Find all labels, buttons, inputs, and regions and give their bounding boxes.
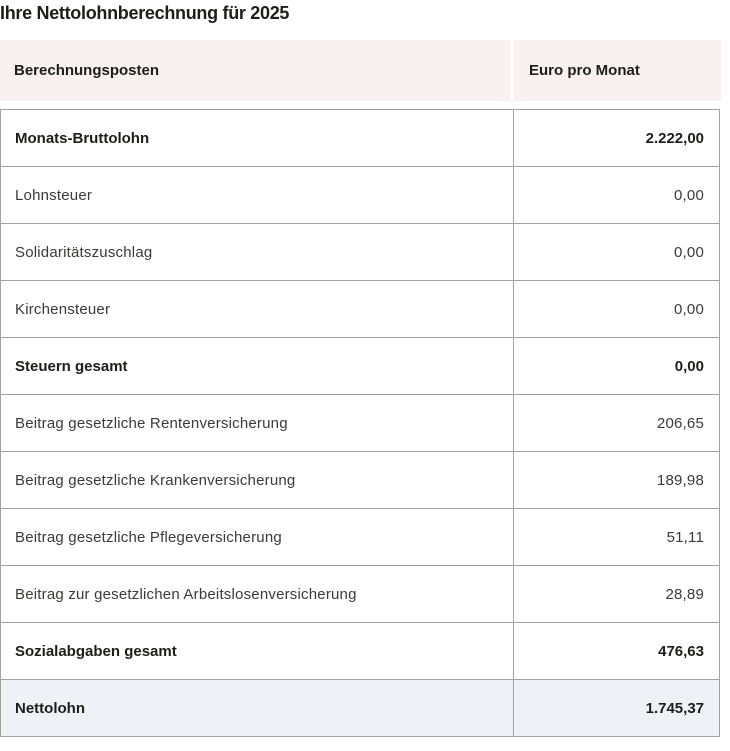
table-row: Beitrag zur gesetzlichen Arbeitslosenver… xyxy=(0,565,720,623)
row-value: 189,98 xyxy=(513,451,720,509)
row-label: Nettolohn xyxy=(0,679,514,737)
row-label: Beitrag gesetzliche Pflegeversicherung xyxy=(0,508,514,566)
table-row: Beitrag gesetzliche Krankenversicherung … xyxy=(0,451,720,509)
row-value: 206,65 xyxy=(513,394,720,452)
table-row: Beitrag gesetzliche Pflegeversicherung 5… xyxy=(0,508,720,566)
row-label: Sozialabgaben gesamt xyxy=(0,622,514,680)
table-row: Nettolohn 1.745,37 xyxy=(0,679,720,737)
row-label: Kirchensteuer xyxy=(0,280,514,338)
row-value: 0,00 xyxy=(513,223,720,281)
column-header-euro-pro-monat: Euro pro Monat xyxy=(514,40,721,101)
row-label: Solidaritätszuschlag xyxy=(0,223,514,281)
table-row: Lohnsteuer 0,00 xyxy=(0,166,720,224)
row-value: 51,11 xyxy=(513,508,720,566)
row-value: 2.222,00 xyxy=(513,109,720,167)
table-row: Monats-Bruttolohn 2.222,00 xyxy=(0,109,720,167)
row-label: Beitrag gesetzliche Krankenversicherung xyxy=(0,451,514,509)
row-label: Beitrag gesetzliche Rentenversicherung xyxy=(0,394,514,452)
row-label: Beitrag zur gesetzlichen Arbeitslosenver… xyxy=(0,565,514,623)
table-row: Solidaritätszuschlag 0,00 xyxy=(0,223,720,281)
calculation-table: Monats-Bruttolohn 2.222,00 Lohnsteuer 0,… xyxy=(0,109,720,737)
table-row: Kirchensteuer 0,00 xyxy=(0,280,720,338)
row-value: 1.745,37 xyxy=(513,679,720,737)
row-value: 0,00 xyxy=(513,166,720,224)
table-header-row: Berechnungsposten Euro pro Monat xyxy=(0,40,721,101)
page-title: Ihre Nettolohnberechnung für 2025 xyxy=(0,3,290,23)
row-value: 476,63 xyxy=(513,622,720,680)
row-label: Steuern gesamt xyxy=(0,337,514,395)
table-row: Sozialabgaben gesamt 476,63 xyxy=(0,622,720,680)
table-row: Beitrag gesetzliche Rentenversicherung 2… xyxy=(0,394,720,452)
row-value: 28,89 xyxy=(513,565,720,623)
table-row: Steuern gesamt 0,00 xyxy=(0,337,720,395)
row-value: 0,00 xyxy=(513,337,720,395)
row-label: Lohnsteuer xyxy=(0,166,514,224)
table-body: Monats-Bruttolohn 2.222,00 Lohnsteuer 0,… xyxy=(0,109,720,737)
column-header-berechnungsposten: Berechnungsposten xyxy=(0,40,510,101)
row-label: Monats-Bruttolohn xyxy=(0,109,514,167)
row-value: 0,00 xyxy=(513,280,720,338)
